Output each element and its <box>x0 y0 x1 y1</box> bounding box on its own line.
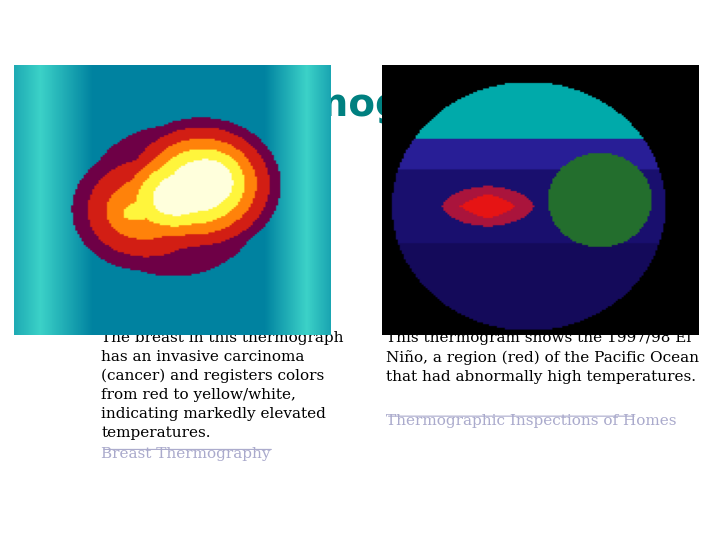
Text: Thermographic Inspections of Homes: Thermographic Inspections of Homes <box>386 414 676 428</box>
Text: Thermography: Thermography <box>209 85 529 124</box>
Text: This thermogram shows the 1997/98 El
Niño, a region (red) of the Pacific Ocean
t: This thermogram shows the 1997/98 El Niñ… <box>386 331 698 384</box>
Text: Breast Thermography: Breast Thermography <box>101 447 271 461</box>
Text: The breast in this thermograph
has an invasive carcinoma
(cancer) and registers : The breast in this thermograph has an in… <box>101 331 343 440</box>
